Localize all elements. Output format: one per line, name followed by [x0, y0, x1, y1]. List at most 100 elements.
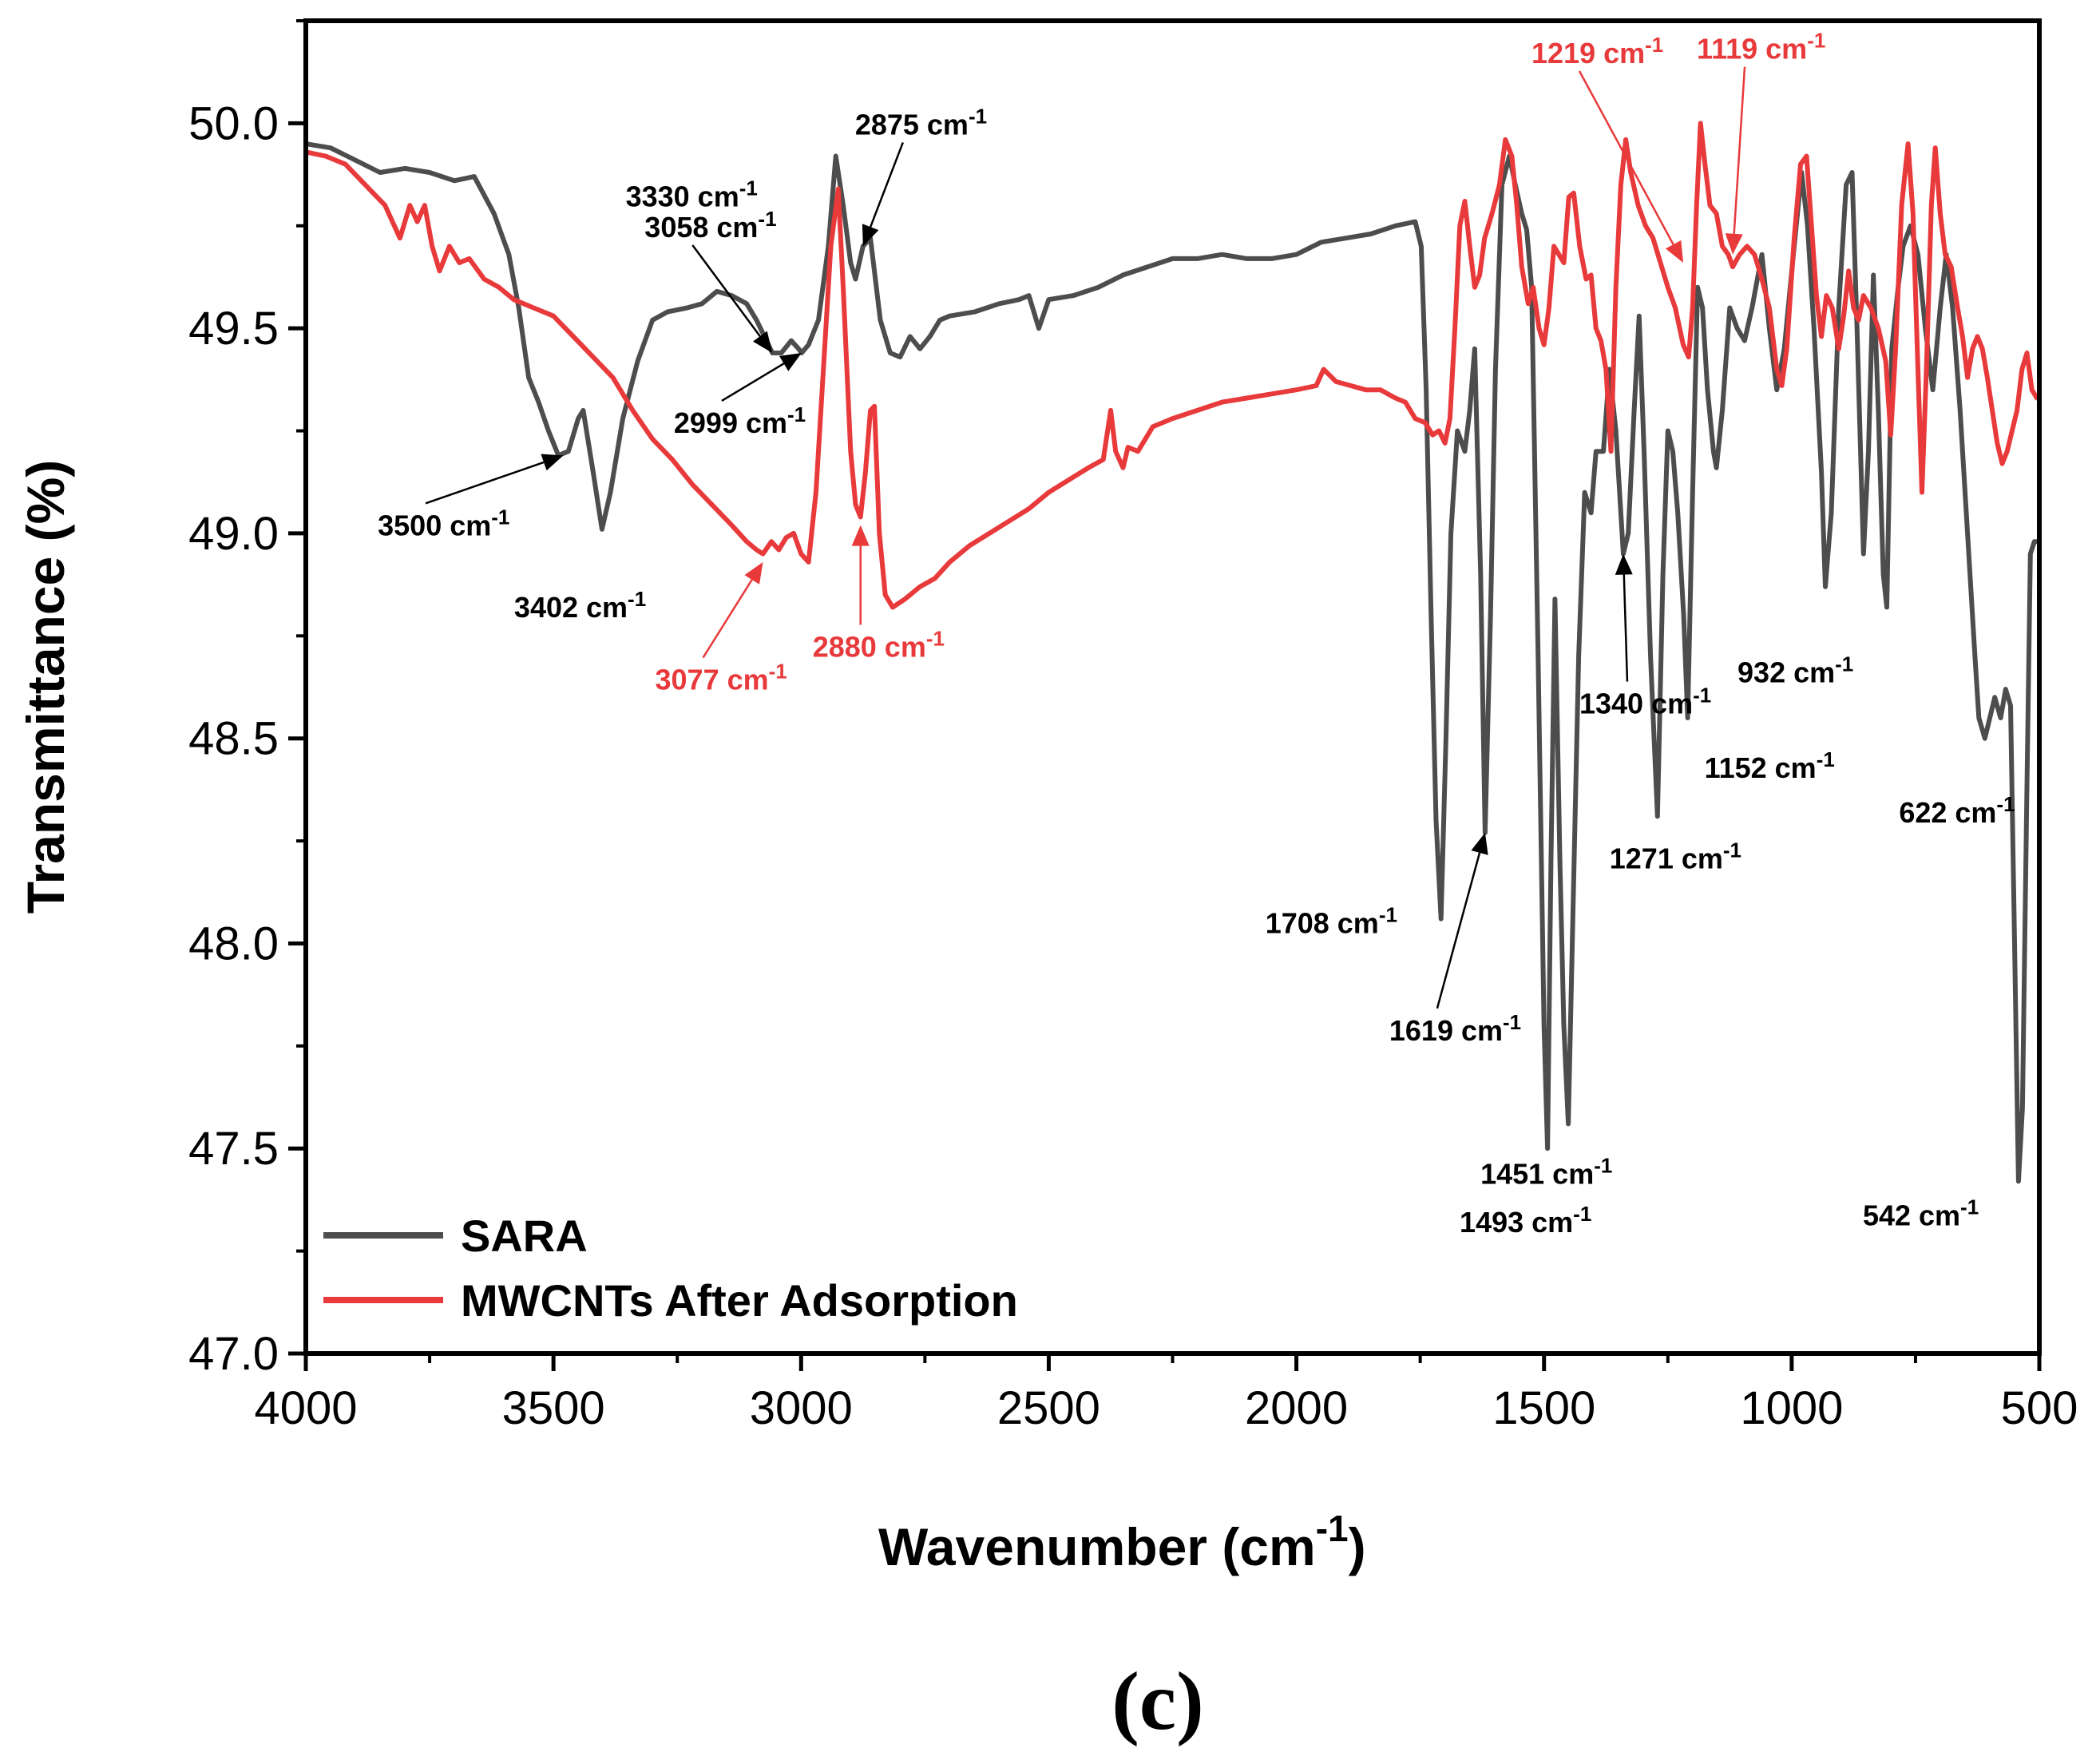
annotation-arrow-head [744, 561, 763, 585]
annotation-932: 932 cm-1 [1737, 652, 1853, 689]
annotation-sup: -1 [1503, 1010, 1521, 1034]
annotation-622: 622 cm-1 [1899, 792, 2015, 829]
annotation-1152: 1152 cm-1 [1705, 747, 1835, 784]
annotation-text: 3500 cm [378, 509, 491, 541]
annotation-arrow-head [1615, 553, 1633, 575]
y-tick-label: 47.0 [188, 1328, 279, 1380]
annotation-sup: -1 [1807, 29, 1825, 53]
annotation-arrow-head [862, 224, 879, 247]
annotation-label-1619: 1619 cm-1 [1389, 1010, 1521, 1047]
x-axis-title: Wavenumber (cm-1) [878, 1508, 1366, 1576]
x-tick-label: 4000 [254, 1382, 357, 1434]
annotation-3330: 3330 cm-1 [626, 176, 758, 212]
annotation-sup: -1 [628, 587, 646, 611]
annotation-arrow-shaft [691, 244, 761, 337]
y-tick-label: 49.0 [188, 508, 279, 560]
x-tick-label: 3000 [750, 1382, 853, 1434]
annotation-arrow-head [752, 331, 773, 353]
annotation-label-932: 932 cm-1 [1737, 652, 1853, 689]
annotation-label-3500: 3500 cm-1 [378, 505, 509, 541]
annotation-text: 1271 cm [1610, 842, 1723, 874]
x-tick-label: 1000 [1740, 1382, 1843, 1434]
x-tick-label: 2000 [1245, 1382, 1348, 1434]
annotation-sup: -1 [926, 626, 945, 650]
annotation-arrow-head [1665, 240, 1684, 263]
legend: SARA MWCNTs After Adsorption [323, 1211, 1018, 1326]
annotation-text: 932 cm [1737, 656, 1835, 689]
x-tick-label: 500 [2001, 1382, 2078, 1434]
annotation-2999: 2999 cm-1 [674, 352, 806, 439]
annotation-label-1119: 1119 cm-1 [1697, 29, 1825, 65]
annotation-sup: -1 [1996, 792, 2015, 816]
annotation-text: 1451 cm [1480, 1157, 1594, 1190]
annotation-arrow-shaft [702, 579, 753, 659]
annotation-arrow-head [1471, 832, 1488, 855]
panel-label: (c) [1111, 1655, 1203, 1747]
annotation-1619: 1619 cm-1 [1389, 832, 1521, 1047]
annotation-sup: -1 [769, 660, 787, 684]
annotation-label-1340: 1340 cm-1 [1579, 684, 1711, 720]
annotation-label-3402: 3402 cm-1 [514, 587, 646, 624]
annotation-label-3330: 3330 cm-1 [626, 176, 758, 212]
annotation-text: 3058 cm [644, 211, 758, 244]
annotation-sup: -1 [1817, 747, 1835, 771]
annotation-label-1493: 1493 cm-1 [1460, 1202, 1591, 1239]
annotation-text: 542 cm [1863, 1199, 1960, 1231]
annotation-text: 2999 cm [674, 406, 787, 439]
annotation-label-2875: 2875 cm-1 [855, 104, 987, 141]
x-axis-title-main: Wavenumber (cm [878, 1517, 1316, 1576]
annotation-sup: -1 [1960, 1195, 1979, 1219]
annotation-1493: 1493 cm-1 [1460, 1202, 1591, 1239]
annotation-2875: 2875 cm-1 [855, 104, 987, 247]
tick-layer: 4000 3500 3000 2500 2000 1500 1000 500 47.0 47.5 4… [188, 19, 2078, 1434]
y-tick-label: 49.5 [188, 303, 279, 355]
annotation-sup: -1 [969, 104, 987, 128]
annotation-arrow-shaft [721, 363, 785, 402]
annotation-3402: 3402 cm-1 [514, 587, 646, 624]
x-axis-title-sup: -1 [1316, 1508, 1349, 1549]
annotation-1708: 1708 cm-1 [1266, 903, 1397, 940]
x-tick-label: 3500 [502, 1382, 605, 1434]
annotation-text: 622 cm [1899, 796, 1996, 829]
annotation-3058: 3058 cm-1 [644, 207, 777, 353]
y-tick-label: 48.5 [188, 713, 279, 765]
annotation-label-1219: 1219 cm-1 [1531, 33, 1663, 69]
annotation-2880: 2880 cm-1 [813, 525, 945, 663]
y-axis-title: Transmittance (%) [16, 460, 75, 914]
annotation-label-542: 542 cm-1 [1863, 1195, 1979, 1231]
annotation-text: 2880 cm [813, 630, 926, 663]
y-tick-label: 48.0 [188, 918, 279, 969]
series-layer [305, 121, 2039, 1184]
annotation-text: 1219 cm [1531, 37, 1645, 69]
annotation-sup: -1 [739, 176, 758, 200]
annotation-arrow-shaft [1623, 574, 1629, 682]
annotation-542: 542 cm-1 [1863, 1195, 1979, 1231]
annotation-arrow-shaft [1733, 66, 1746, 234]
annotation-arrow-head [851, 525, 870, 546]
annotation-arrow-head [779, 352, 802, 371]
annotation-label-622: 622 cm-1 [1899, 792, 2015, 829]
annotation-1119: 1119 cm-1 [1697, 29, 1825, 255]
annotation-label-1708: 1708 cm-1 [1266, 903, 1397, 940]
annotation-arrow-head [541, 454, 564, 471]
annotation-sup: -1 [758, 207, 776, 231]
x-tick-label: 1500 [1492, 1382, 1595, 1434]
annotation-text: 1152 cm [1705, 751, 1817, 784]
annotation-label-2999: 2999 cm-1 [674, 402, 806, 439]
annotation-text: 3330 cm [626, 180, 739, 212]
annotation-label-2880: 2880 cm-1 [813, 626, 945, 663]
annotation-label-1152: 1152 cm-1 [1705, 747, 1835, 784]
annotation-text: 2875 cm [855, 108, 969, 141]
annotation-text: 1340 cm [1579, 688, 1693, 720]
annotation-sup: -1 [1723, 838, 1741, 862]
annotation-text: 3402 cm [514, 591, 628, 624]
annotation-sup: -1 [1594, 1153, 1612, 1177]
annotation-arrow-shaft [1578, 70, 1674, 245]
annotation-1340: 1340 cm-1 [1579, 553, 1711, 720]
annotation-arrow-shaft [869, 141, 904, 228]
annotation-1271: 1271 cm-1 [1610, 838, 1741, 874]
y-tick-label: 47.5 [188, 1123, 279, 1175]
annotation-label-1271: 1271 cm-1 [1610, 838, 1741, 874]
